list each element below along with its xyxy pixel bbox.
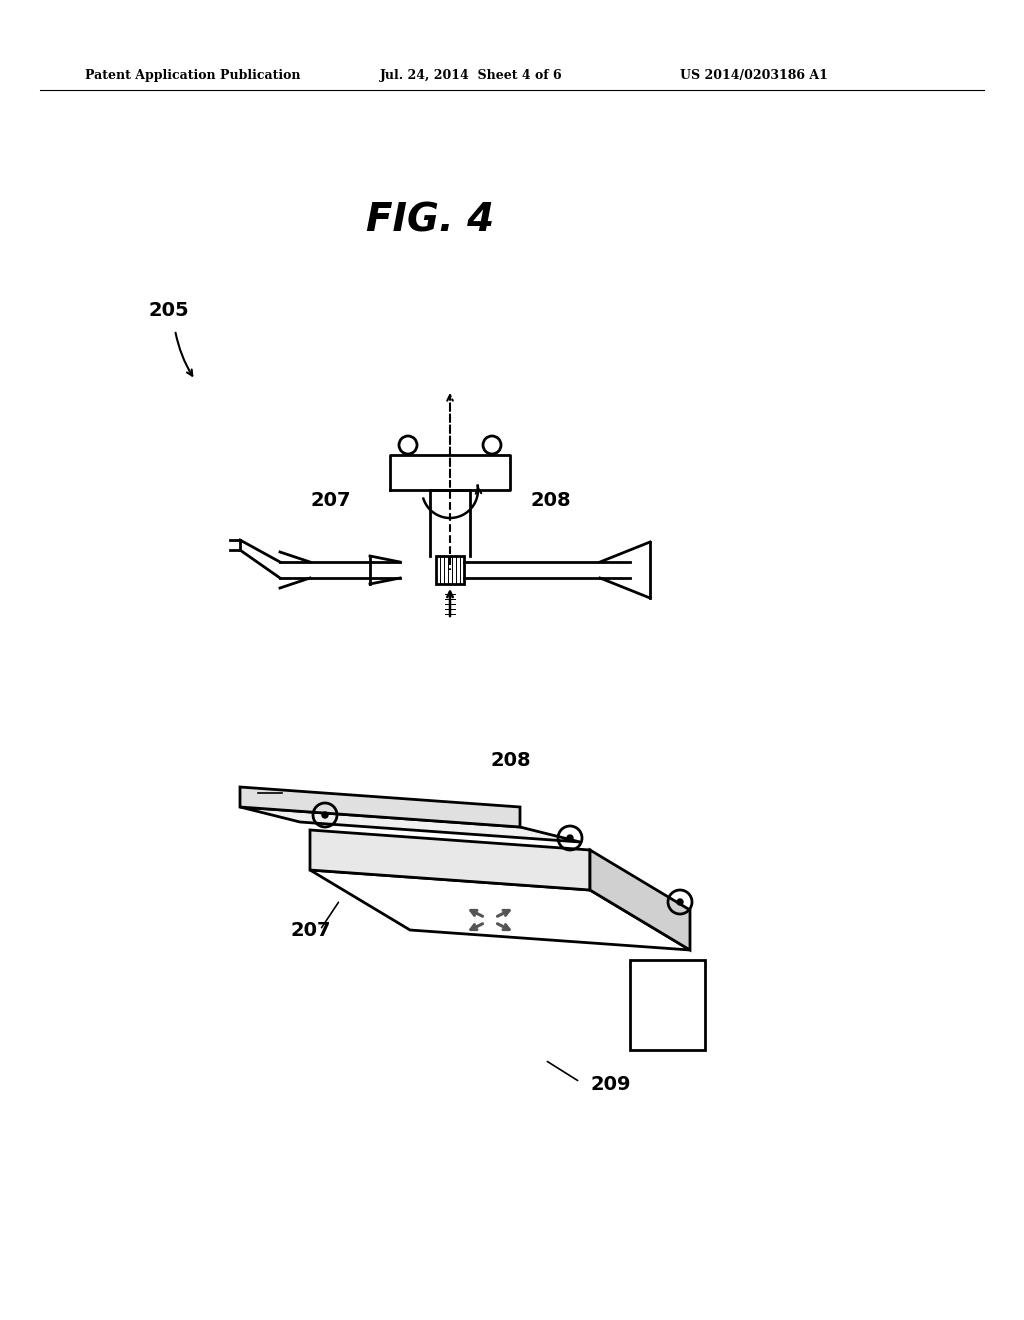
Polygon shape bbox=[240, 787, 520, 828]
Circle shape bbox=[567, 836, 573, 841]
Text: Jul. 24, 2014  Sheet 4 of 6: Jul. 24, 2014 Sheet 4 of 6 bbox=[380, 69, 562, 82]
Text: 208: 208 bbox=[490, 751, 530, 770]
Text: 207: 207 bbox=[310, 491, 350, 510]
Text: Patent Application Publication: Patent Application Publication bbox=[85, 69, 300, 82]
Polygon shape bbox=[310, 830, 590, 890]
Polygon shape bbox=[630, 960, 705, 1049]
Text: 207: 207 bbox=[290, 920, 331, 940]
Polygon shape bbox=[590, 850, 690, 950]
Circle shape bbox=[677, 899, 683, 906]
Text: 205: 205 bbox=[148, 301, 188, 319]
Text: 208: 208 bbox=[530, 491, 570, 510]
Polygon shape bbox=[240, 807, 580, 842]
Text: 209: 209 bbox=[590, 1076, 631, 1094]
Circle shape bbox=[322, 812, 328, 818]
Polygon shape bbox=[310, 870, 690, 950]
Text: FIG. 4: FIG. 4 bbox=[366, 201, 494, 239]
Bar bbox=[436, 556, 464, 583]
Text: US 2014/0203186 A1: US 2014/0203186 A1 bbox=[680, 69, 827, 82]
